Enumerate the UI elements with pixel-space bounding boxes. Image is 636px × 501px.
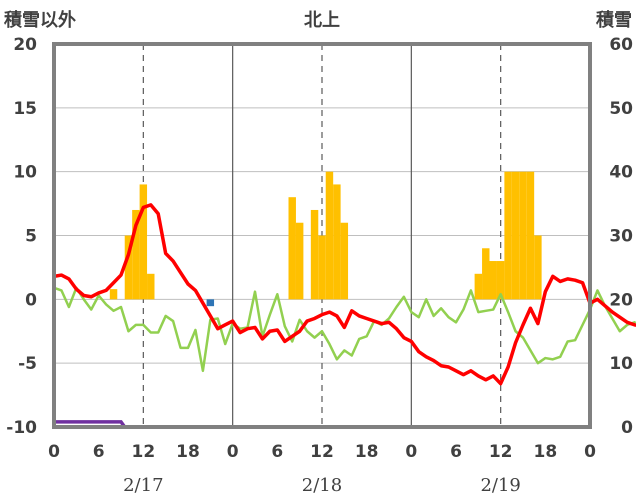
snow-bar [310, 209, 319, 300]
snow-bar [139, 184, 148, 300]
left-tick-label: 5 [25, 227, 37, 247]
x-tick-label: 12 [310, 442, 334, 462]
x-tick-label: 6 [271, 442, 283, 462]
x-tick-label: 6 [93, 442, 105, 462]
date-label: 2/19 [480, 475, 520, 496]
snow-bar [340, 222, 349, 300]
left-tick-label: 20 [13, 35, 37, 55]
snow-bar [318, 235, 326, 300]
green-series-line [52, 286, 636, 373]
left-axis-title: 積雪以外 [3, 9, 76, 31]
snow-bar [496, 261, 505, 300]
right-tick-label: 30 [609, 227, 633, 247]
date-label: 2/17 [123, 475, 163, 496]
snow-bar [519, 171, 527, 300]
left-tick-label: 0 [25, 290, 37, 310]
x-tick-label: 0 [405, 442, 417, 462]
right-tick-label: 40 [609, 163, 633, 183]
temperature-line [52, 203, 636, 386]
right-tick-label: 50 [609, 99, 633, 119]
left-tick-label: -5 [18, 354, 37, 374]
snow-bar [325, 171, 334, 300]
chart-title: 北上 [304, 10, 340, 31]
right-tick-label: 10 [609, 354, 633, 374]
left-tick-label: 10 [13, 163, 37, 183]
snow-bar [124, 235, 133, 300]
x-tick-label: 18 [533, 442, 557, 462]
snow-bar [504, 171, 512, 300]
snow-bar [474, 273, 483, 300]
right-tick-label: 0 [621, 418, 633, 438]
right-tick-label: 20 [609, 290, 633, 310]
x-tick-label: 0 [584, 442, 596, 462]
blue-marker [206, 299, 215, 307]
snow-bar [288, 197, 296, 300]
snow-bar [295, 222, 304, 300]
snow-bar [132, 209, 140, 300]
snow-bar [511, 171, 520, 300]
x-tick-label: 18 [355, 442, 379, 462]
date-label: 2/18 [302, 475, 342, 496]
x-tick-label: 12 [489, 442, 513, 462]
snow-bar [534, 235, 542, 300]
x-tick-label: 0 [227, 442, 239, 462]
x-tick-label: 6 [450, 442, 462, 462]
snow-bar [526, 171, 535, 300]
snow-bar [147, 273, 155, 300]
right-axis-title: 積雪 [595, 9, 632, 31]
plot-border [52, 42, 592, 429]
snow-bar [333, 184, 341, 300]
snow-bar [489, 261, 497, 300]
snow-bar [109, 289, 118, 300]
right-tick-label: 60 [609, 35, 633, 55]
x-tick-label: 18 [176, 442, 200, 462]
snow-bar [482, 248, 490, 300]
left-tick-label: 15 [13, 99, 37, 119]
snow-bars [109, 171, 542, 307]
left-tick-label: -10 [6, 418, 37, 438]
x-tick-label: 12 [131, 442, 155, 462]
plot-frame [52, 42, 592, 429]
x-tick-label: 0 [48, 442, 60, 462]
